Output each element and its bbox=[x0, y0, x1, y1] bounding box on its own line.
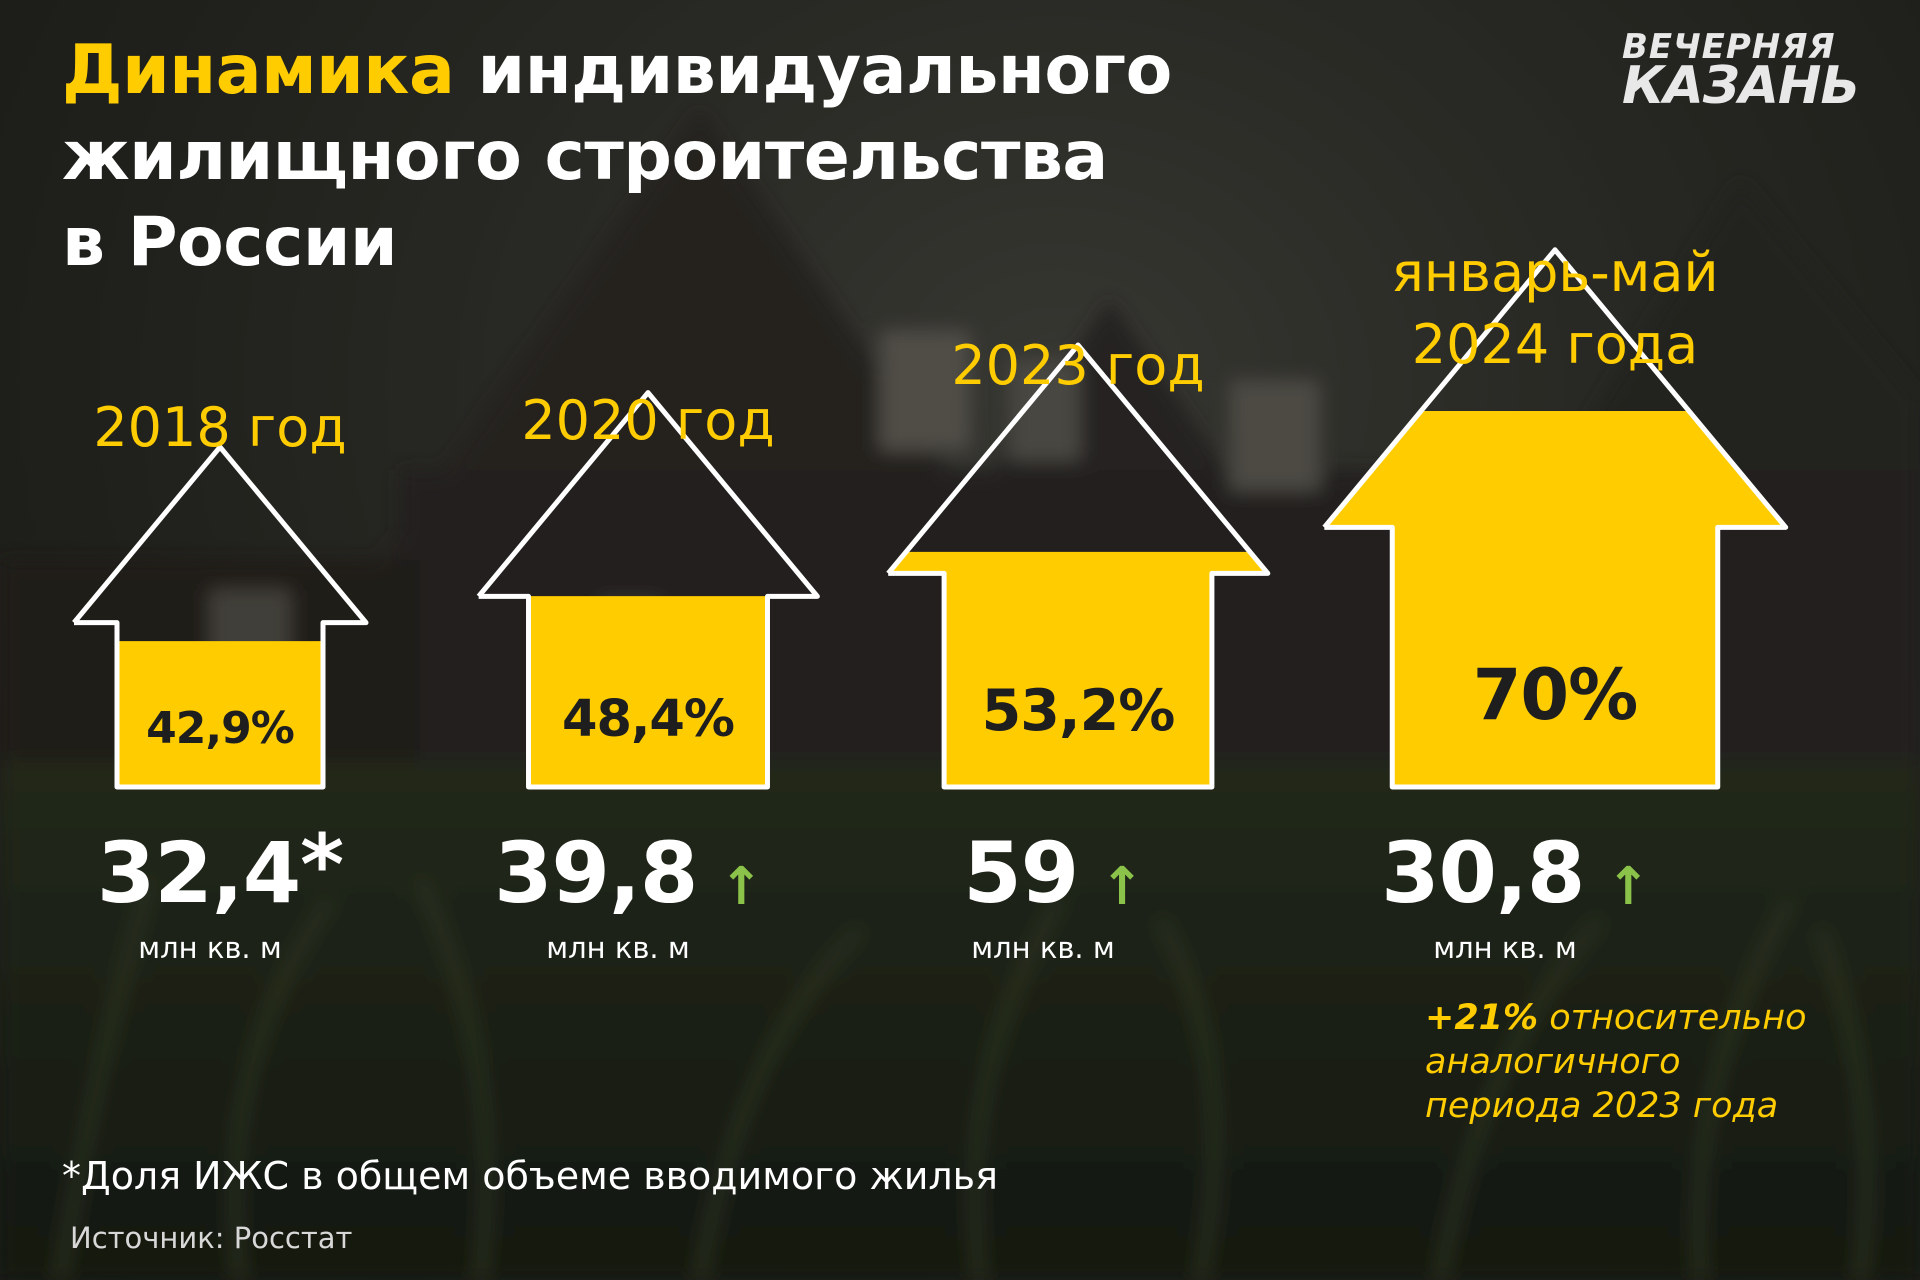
title-line2: жилищного строительства bbox=[62, 117, 1108, 196]
page-title: Динамика индивидуального жилищного строи… bbox=[62, 28, 1172, 286]
footnote: *Доля ИЖС в общем объеме вводимого жилья bbox=[62, 1154, 998, 1198]
house-outline-1 bbox=[476, 390, 820, 790]
house-mark-1 bbox=[476, 390, 820, 790]
house-mark-2 bbox=[886, 342, 1271, 790]
category-label-2: 2023 год bbox=[951, 334, 1205, 397]
house-fill-2 bbox=[888, 551, 1268, 787]
asterisk-mark: * bbox=[300, 816, 344, 914]
unit-label-2: млн кв. м bbox=[971, 931, 1115, 965]
title-line1-rest: индивидуального bbox=[477, 31, 1173, 110]
percent-label-3: 70% bbox=[1472, 654, 1639, 737]
volume-value-3: 30,8 ↑ bbox=[1381, 824, 1650, 922]
unit-label-0: млн кв. м bbox=[138, 931, 282, 965]
unit-label-1: млн кв. м bbox=[546, 931, 690, 965]
percent-label-0: 42,9% bbox=[146, 703, 295, 754]
up-arrow-icon: ↑ bbox=[1100, 857, 1144, 917]
house-mark-3 bbox=[1322, 247, 1789, 790]
house-outline-2 bbox=[886, 342, 1271, 790]
source-credit: Источник: Росстат bbox=[70, 1221, 353, 1255]
growth-text-line1: относительно bbox=[1538, 998, 1807, 1038]
volume-value-2: 59 ↑ bbox=[963, 824, 1144, 922]
growth-text-line2: аналогичного bbox=[1425, 1042, 1681, 1082]
house-outline-3 bbox=[1322, 247, 1789, 790]
growth-text-line3: периода 2023 года bbox=[1425, 1086, 1779, 1126]
house-outline-0 bbox=[72, 444, 369, 790]
growth-percent: +21% bbox=[1425, 998, 1539, 1038]
volume-value-0: 32,4* bbox=[96, 816, 344, 922]
logo-line1: ВЕЧЕРНЯЯ bbox=[1622, 27, 1836, 67]
house-fill-3 bbox=[1324, 410, 1786, 787]
title-line3: в России bbox=[62, 203, 398, 282]
house-fill-1 bbox=[478, 596, 818, 787]
percent-label-1: 48,4% bbox=[562, 690, 735, 750]
category-label-1: 2020 год bbox=[521, 389, 775, 452]
logo-line2: КАЗАНЬ bbox=[1622, 56, 1860, 116]
title-highlight: Динамика bbox=[62, 31, 455, 110]
house-fill-0 bbox=[117, 641, 323, 787]
brand-logo: ВЕЧЕРНЯЯ КАЗАНЬ bbox=[1622, 27, 1860, 116]
up-arrow-icon: ↑ bbox=[1606, 857, 1650, 917]
category-label-3: январь-май 2024 года bbox=[1391, 241, 1719, 376]
house-mark-0 bbox=[72, 444, 369, 790]
percent-label-2: 53,2% bbox=[981, 678, 1176, 745]
growth-annotation: +21% относительно аналогичного периода 2… bbox=[1425, 996, 1807, 1128]
volume-value-1: 39,8 ↑ bbox=[494, 824, 763, 922]
up-arrow-icon: ↑ bbox=[719, 857, 763, 917]
unit-label-3: млн кв. м bbox=[1433, 931, 1577, 965]
category-label-0: 2018 год bbox=[93, 396, 347, 459]
